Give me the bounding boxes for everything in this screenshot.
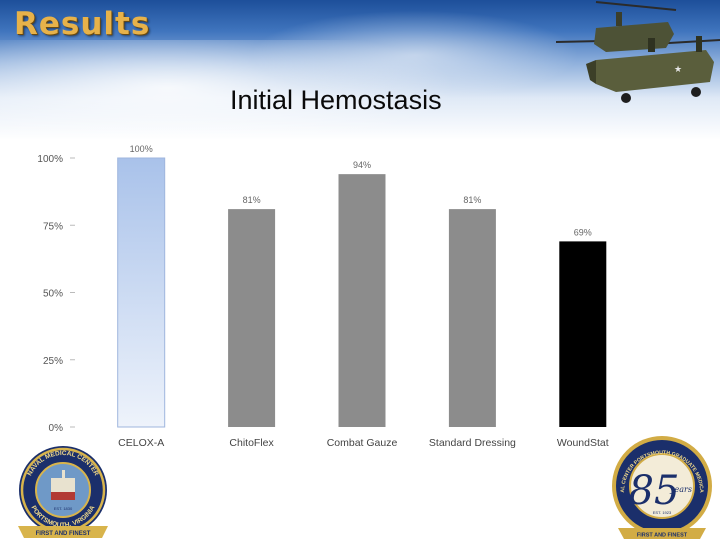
seal-right-years: years [669, 485, 692, 494]
seal-right-est: EST. 1923 [653, 510, 672, 515]
seal-right-ribbon: FIRST AND FINEST [637, 533, 688, 539]
seal-left-ribbon: FIRST AND FINEST [36, 531, 91, 537]
data-label: 100% [130, 144, 153, 154]
bar [117, 157, 166, 428]
bar [228, 209, 276, 427]
y-tick-label: 0% [49, 423, 64, 434]
svg-text:★: ★ [674, 64, 682, 74]
x-tick-label: CELOX-A [118, 437, 164, 449]
x-tick-label: WoundStat [557, 437, 609, 449]
chart-title: Initial Hemostasis [230, 85, 442, 115]
data-label: 81% [463, 195, 481, 205]
bar [559, 241, 607, 427]
gme-85-years-seal-right: NAVAL MEDICAL CENTER PORTSMOUTH GRADUATE… [604, 434, 712, 539]
naval-medical-center-seal-left: NAVAL MEDICAL CENTER PORTSMOUTH, VIRGINI… [18, 446, 108, 538]
x-tick-label: ChitoFlex [229, 437, 274, 449]
data-label: 69% [574, 227, 592, 237]
y-tick-label: 100% [37, 154, 63, 165]
seal-right-number: 85 [629, 468, 680, 514]
helicopter-illustration: ★ [556, 1, 720, 103]
bar [338, 174, 386, 427]
y-tick-label: 75% [43, 221, 63, 232]
y-tick-label: 50% [43, 289, 63, 300]
slide-heading: Results [14, 6, 151, 42]
data-label: 94% [353, 160, 371, 170]
data-label: 81% [243, 195, 261, 205]
x-tick-label: Standard Dressing [429, 437, 516, 449]
y-tick-label: 25% [43, 356, 63, 367]
x-tick-label: Combat Gauze [327, 437, 398, 449]
seal-left-est: EST. 1830 [54, 506, 73, 511]
bar [448, 209, 496, 427]
